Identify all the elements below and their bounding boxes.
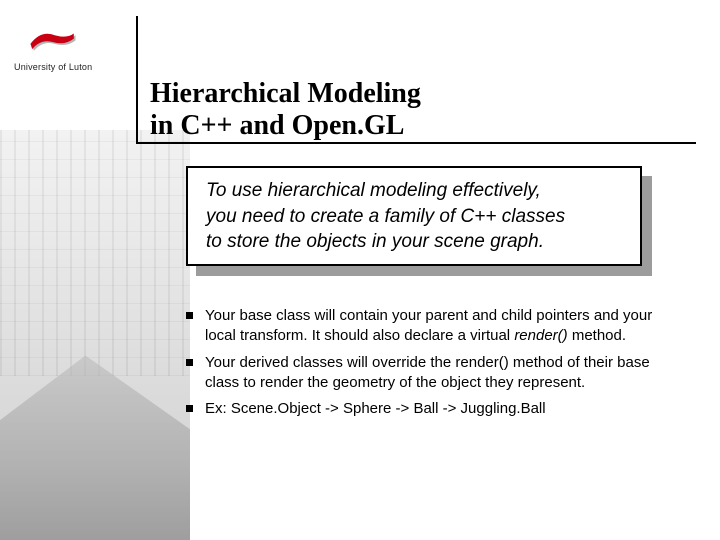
slide-title: Hierarchical Modeling in C++ and Open.GL <box>150 78 421 142</box>
list-item: Ex: Scene.Object -> Sphere -> Ball -> Ju… <box>186 399 686 419</box>
bullet-text-3: Ex: Scene.Object -> Sphere -> Ball -> Ju… <box>205 399 546 419</box>
title-line-1: Hierarchical Modeling <box>150 78 421 109</box>
list-item: Your derived classes will override the r… <box>186 353 686 394</box>
list-item: Your base class will contain your parent… <box>186 306 686 347</box>
callout-line-3: to store the objects in your scene graph… <box>206 231 544 252</box>
background-photo <box>0 130 190 540</box>
bullet-1-render-italic: render() <box>514 327 567 344</box>
logo-mark <box>27 28 79 58</box>
bullet-1-part-c: method. <box>568 327 626 344</box>
title-line-2: in C++ and Open.GL <box>150 110 404 141</box>
title-rule-vertical <box>136 16 138 144</box>
bullet-icon <box>186 405 193 412</box>
bullet-icon <box>186 312 193 319</box>
bullet-icon <box>186 359 193 366</box>
bullet-list: Your base class will contain your parent… <box>186 306 686 425</box>
callout-line-2: you need to create a family of C++ class… <box>206 206 565 227</box>
callout-box: To use hierarchical modeling effectively… <box>186 166 642 266</box>
callout-line-1: To use hierarchical modeling effectively… <box>206 180 541 201</box>
logo-icon <box>27 28 79 58</box>
callout-text: To use hierarchical modeling effectively… <box>206 178 622 255</box>
logo-text: University of Luton <box>14 62 92 72</box>
logo: University of Luton <box>14 28 92 72</box>
bullet-text-1: Your base class will contain your parent… <box>205 306 686 347</box>
slide: University of Luton Hierarchical Modelin… <box>0 0 720 540</box>
bullet-text-2: Your derived classes will override the r… <box>205 353 686 394</box>
